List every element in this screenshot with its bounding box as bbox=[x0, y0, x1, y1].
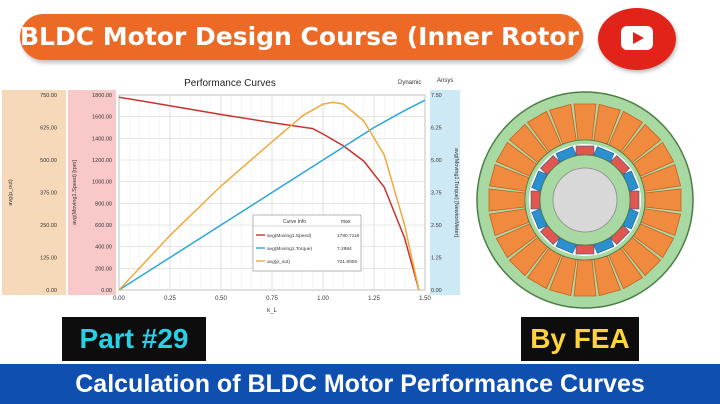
legend-value: 721.8006 bbox=[337, 259, 357, 265]
p-out-tick-label: 500.00 bbox=[40, 158, 57, 164]
speed-axis-label: avg(Moving1.Speed) [rpm] bbox=[72, 160, 78, 225]
axis-band-speed bbox=[68, 90, 116, 295]
p-out-tick-label: 125.00 bbox=[40, 256, 57, 262]
torque-tick-label: 6.25 bbox=[431, 126, 442, 132]
torque-tick-label: 0.00 bbox=[431, 288, 442, 294]
x-tick-label: 0.00 bbox=[113, 296, 125, 302]
legend-label: avg(p_out) bbox=[267, 259, 290, 265]
axis-band-p-out bbox=[2, 90, 66, 295]
winding-slot bbox=[644, 188, 682, 212]
speed-tick-label: 200.00 bbox=[95, 266, 112, 272]
chart-corner-left: Dynamic bbox=[398, 80, 421, 86]
rotor-magnet bbox=[575, 145, 595, 156]
x-axis-label: k_L bbox=[267, 308, 277, 314]
motor-cross-section bbox=[475, 90, 695, 315]
x-tick-label: 0.50 bbox=[215, 296, 227, 302]
torque-tick-label: 1.25 bbox=[431, 256, 442, 262]
rotor-magnet bbox=[575, 244, 595, 255]
winding-slot bbox=[573, 259, 597, 297]
torque-axis-label: avg(Moving1.Torque) [NewtonMeter] bbox=[453, 148, 459, 237]
p-out-tick-label: 375.00 bbox=[40, 191, 57, 197]
speed-tick-label: 1000.00 bbox=[92, 180, 112, 186]
torque-tick-label: 7.50 bbox=[431, 93, 442, 99]
torque-tick-label: 2.50 bbox=[431, 223, 442, 229]
footer-caption: Calculation of BLDC Motor Performance Cu… bbox=[0, 364, 720, 404]
youtube-play-icon[interactable] bbox=[598, 8, 676, 70]
p-out-tick-label: 0.00 bbox=[46, 288, 57, 294]
p-out-tick-label: 250.00 bbox=[40, 223, 57, 229]
speed-tick-label: 800.00 bbox=[95, 201, 112, 207]
winding-slot bbox=[488, 188, 526, 212]
x-tick-label: 1.25 bbox=[368, 296, 380, 302]
speed-tick-label: 0.00 bbox=[101, 288, 112, 294]
x-tick-label: 1.50 bbox=[419, 296, 431, 302]
chart-title: Performance Curves bbox=[184, 78, 276, 89]
torque-tick-label: 5.00 bbox=[431, 158, 442, 164]
speed-tick-label: 1800.00 bbox=[92, 93, 112, 99]
p-out-tick-label: 750.00 bbox=[40, 93, 57, 99]
part-badge: Part #29 bbox=[62, 317, 206, 361]
series-line-2 bbox=[118, 101, 420, 291]
winding-slot bbox=[573, 103, 597, 141]
axis-band-torque bbox=[430, 90, 460, 295]
rotor-magnet bbox=[530, 190, 541, 210]
rotor-magnet bbox=[629, 190, 640, 210]
series-line-1 bbox=[118, 99, 426, 291]
speed-tick-label: 600.00 bbox=[95, 223, 112, 229]
speed-tick-label: 1600.00 bbox=[92, 115, 112, 121]
legend-value: 7.2984 bbox=[337, 246, 352, 252]
speed-tick-label: 400.00 bbox=[95, 245, 112, 251]
performance-chart-svg: Performance Curves Dynamic Ansys 0.00 0.25 0.… bbox=[2, 78, 460, 314]
series-line-0 bbox=[118, 96, 420, 291]
by-fea-badge: By FEA bbox=[521, 317, 639, 361]
p-out-axis-label: avg(p_out) bbox=[8, 179, 14, 205]
shaft bbox=[552, 167, 618, 233]
x-tick-label: 0.25 bbox=[164, 296, 176, 302]
legend-value: 1780.7116 bbox=[337, 233, 360, 239]
p-out-tick-label: 625.00 bbox=[40, 126, 57, 132]
legend-label: avg(Moving1.Torque) bbox=[267, 246, 312, 252]
torque-tick-label: 3.75 bbox=[431, 191, 442, 197]
x-tick-label: 1.00 bbox=[317, 296, 329, 302]
performance-chart: Performance Curves Dynamic Ansys 0.00 0.25 0.… bbox=[0, 70, 466, 320]
speed-tick-label: 1200.00 bbox=[92, 158, 112, 164]
chart-corner-right: Ansys bbox=[437, 78, 453, 84]
speed-tick-label: 1400.00 bbox=[92, 136, 112, 142]
legend-label: avg(Moving1.Speed) bbox=[267, 233, 312, 239]
course-title-banner: BLDC Motor Design Course (Inner Rotor) bbox=[20, 14, 590, 60]
legend-box bbox=[252, 214, 362, 272]
x-tick-label: 0.75 bbox=[266, 296, 278, 302]
legend-header-name: Curve Info bbox=[283, 219, 306, 225]
legend-header-value: max bbox=[341, 219, 351, 225]
